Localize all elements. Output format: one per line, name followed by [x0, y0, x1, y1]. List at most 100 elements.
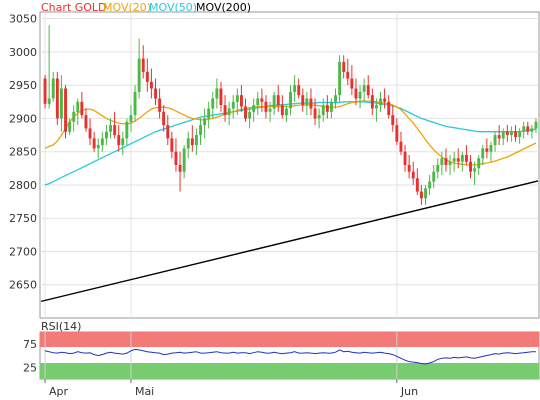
candle-body — [260, 98, 264, 102]
candle-body — [313, 108, 317, 119]
candle-body — [121, 138, 125, 146]
candle-body — [325, 105, 329, 112]
candle-body — [170, 138, 174, 152]
candle-body — [354, 88, 358, 99]
candle-body — [182, 148, 186, 172]
rsi-y-axis: 75 25 — [23, 338, 37, 375]
candle-body — [248, 111, 252, 119]
candle-body — [501, 131, 505, 139]
price-grid — [40, 12, 539, 318]
candle-body — [76, 101, 80, 112]
candle-body — [305, 98, 309, 106]
candle-body — [334, 95, 337, 102]
candle-body — [522, 126, 526, 132]
rsi-overbought-band — [40, 332, 539, 347]
candle-body — [68, 121, 72, 132]
candle-body — [235, 95, 239, 102]
x-tick-label: Jun — [400, 385, 418, 398]
rsi-grid — [44, 332, 398, 379]
candle-body — [366, 85, 370, 96]
candle-body — [432, 171, 436, 182]
candle-body — [530, 128, 534, 132]
rsi-y-tick-label: 25 — [23, 361, 37, 374]
candle-body — [244, 106, 247, 119]
candle-body — [211, 98, 215, 109]
candle-body — [395, 125, 399, 142]
price-y-tick-label: 2900 — [9, 112, 37, 125]
candle-body — [96, 145, 100, 149]
candle-body — [64, 88, 67, 132]
legend-gold: Chart GOLD — [41, 1, 107, 14]
candle-body — [199, 125, 202, 136]
candle-body — [411, 171, 415, 179]
candle-body — [444, 158, 448, 165]
candle-body — [80, 101, 84, 116]
rsi-panel: RSI(14) 75 25 — [23, 320, 540, 380]
candle-body — [252, 105, 256, 112]
candle-body — [51, 78, 55, 99]
candle-body — [301, 95, 305, 106]
candle-body — [133, 91, 137, 116]
candle-body — [460, 155, 464, 162]
candle-body — [391, 115, 395, 126]
candle-body — [60, 88, 63, 119]
candle-body — [387, 101, 391, 116]
candle-body — [256, 98, 260, 106]
candle-body — [162, 111, 166, 126]
candle-body — [485, 148, 489, 152]
candle-body — [510, 131, 513, 135]
rsi-path — [44, 348, 536, 365]
candle-body — [424, 188, 427, 199]
legend-mov200: MOV(200) — [196, 1, 251, 14]
candle-body — [186, 138, 190, 149]
candle-body — [55, 78, 59, 119]
candle-body — [117, 135, 121, 146]
candle-body — [215, 88, 219, 99]
rsi-line — [44, 348, 536, 365]
candle-body — [440, 158, 444, 165]
candle-body — [436, 165, 440, 172]
candle-body — [289, 91, 292, 109]
candle-body — [497, 135, 501, 139]
price-y-tick-label: 2950 — [9, 79, 37, 92]
candle-body — [514, 131, 517, 137]
candle-body — [166, 125, 170, 139]
candle-body — [280, 105, 284, 116]
candle-body — [399, 141, 403, 152]
candle-body — [100, 138, 104, 146]
x-axis: AprMaiJunJul — [44, 379, 418, 398]
candle-body — [321, 105, 325, 116]
candle-body — [227, 108, 231, 116]
ma200-path — [40, 180, 539, 303]
price-y-tick-label: 2850 — [9, 146, 37, 159]
candle-body — [109, 125, 112, 132]
candle-body — [350, 78, 354, 89]
price-y-tick-label: 2650 — [9, 279, 37, 292]
candle-body — [330, 101, 333, 112]
candle-body — [47, 98, 51, 104]
price-y-axis: 3050 3000 2950 2900 2850 2800 2750 2700 2650 — [9, 13, 37, 292]
candle-body — [141, 58, 145, 72]
candle-body — [379, 98, 382, 106]
candle-body — [375, 105, 378, 109]
candle-body — [481, 148, 485, 159]
candle-body — [505, 131, 509, 135]
x-tick-label: Mai — [135, 385, 154, 398]
candle-body — [420, 191, 423, 199]
candle-body — [456, 158, 460, 162]
candle-body — [338, 61, 342, 96]
candle-body — [223, 105, 227, 116]
candle-body — [105, 131, 108, 139]
candle-body — [285, 108, 288, 116]
candle-body — [526, 126, 530, 132]
candle-body — [403, 151, 407, 165]
candle-body — [452, 158, 456, 162]
candle-body — [92, 138, 96, 149]
legend-mov50: MOV(50) — [149, 1, 197, 14]
candle-body — [272, 95, 276, 109]
price-y-tick-label: 3050 — [9, 13, 37, 26]
candle-body — [219, 88, 223, 106]
candle-body — [534, 121, 538, 129]
x-tick-label: Apr — [49, 385, 69, 398]
